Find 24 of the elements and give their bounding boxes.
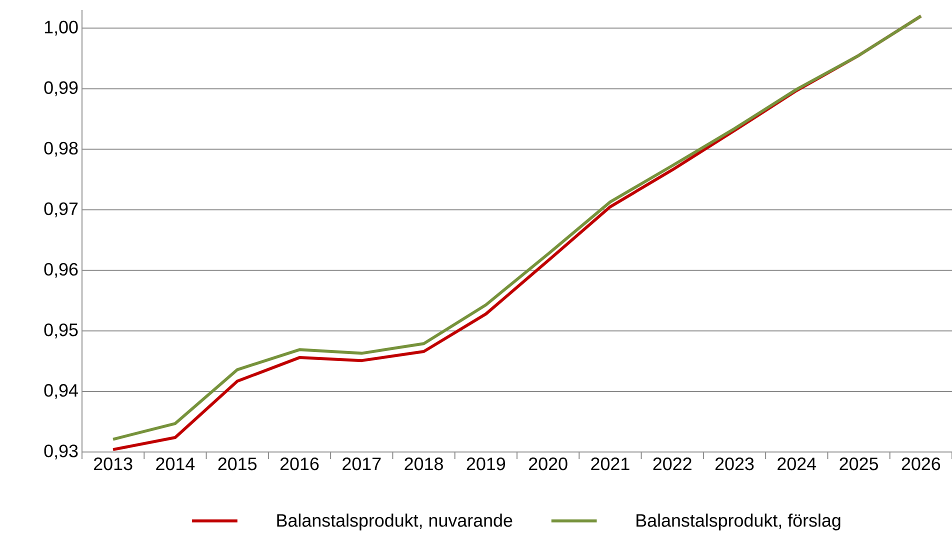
x-tick-label: 2019 bbox=[466, 458, 506, 470]
x-tick-label: 2016 bbox=[280, 458, 319, 470]
x-tick-label: 2013 bbox=[94, 458, 132, 470]
y-tick-label: 0,97 bbox=[44, 202, 78, 218]
x-tick-label: 2026 bbox=[902, 458, 940, 470]
legend-label: Balanstalsprodukt, nuvarande bbox=[277, 514, 512, 530]
x-tick-label: 2020 bbox=[529, 458, 568, 470]
y-tick-label: 0,93 bbox=[44, 444, 78, 460]
x-tick-label: 2023 bbox=[715, 458, 754, 470]
x-tick-label: 2014 bbox=[156, 458, 195, 470]
x-tick-label: 2022 bbox=[653, 458, 692, 470]
x-tick-label: 2017 bbox=[342, 458, 381, 470]
y-tick-label: 0,96 bbox=[44, 262, 78, 278]
x-tick-label: 2015 bbox=[218, 458, 257, 470]
legend-label: Balanstalsprodukt, förslag bbox=[636, 514, 840, 530]
y-tick-label: 0,95 bbox=[44, 323, 78, 338]
y-tick-label: 0,99 bbox=[44, 81, 78, 96]
x-tick-label: 2018 bbox=[404, 458, 443, 470]
y-tick-label: 1,00 bbox=[44, 20, 78, 36]
y-tick-label: 0,94 bbox=[44, 384, 78, 399]
y-tick-label: 0,98 bbox=[44, 142, 78, 157]
x-tick-label: 2025 bbox=[840, 458, 878, 470]
x-tick-label: 2021 bbox=[591, 458, 630, 470]
x-tick-label: 2024 bbox=[778, 458, 816, 470]
